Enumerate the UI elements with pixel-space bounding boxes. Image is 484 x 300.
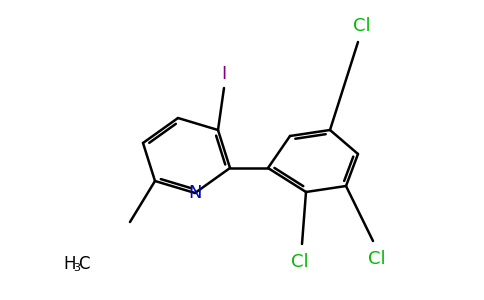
Text: I: I — [221, 65, 227, 83]
Text: Cl: Cl — [353, 17, 371, 35]
Text: C: C — [78, 255, 90, 273]
Text: Cl: Cl — [368, 250, 386, 268]
Text: Cl: Cl — [291, 253, 309, 271]
Text: 3: 3 — [74, 263, 80, 273]
Text: H: H — [64, 255, 76, 273]
Text: N: N — [188, 184, 202, 202]
